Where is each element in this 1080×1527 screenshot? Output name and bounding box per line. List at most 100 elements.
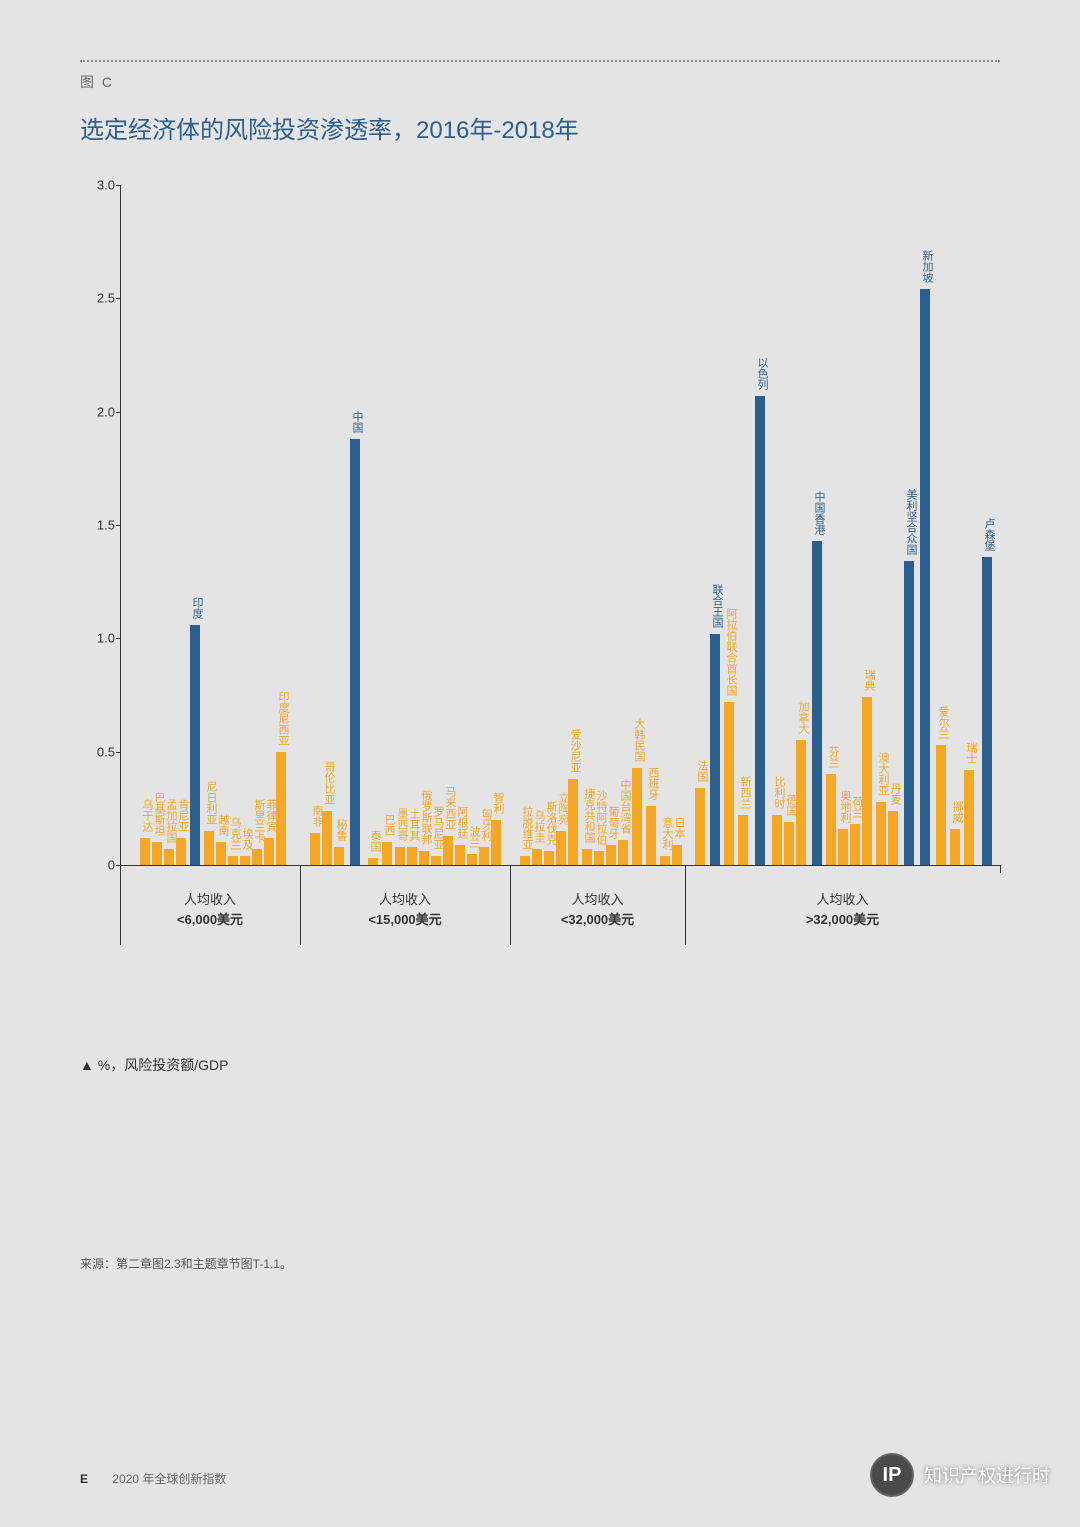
bar: [334, 847, 344, 865]
bar-label: 爱尔兰: [935, 706, 951, 739]
y-tick-mark: [116, 752, 120, 753]
chart: 乌干达巴基斯坦孟加拉国肯尼亚印度尼日利亚越南乌克兰埃及斯里兰卡菲律宾印度尼西亚南…: [80, 185, 1000, 935]
bar-label: 新加坡: [919, 250, 935, 283]
bar: [796, 740, 806, 865]
bar: [164, 849, 174, 865]
group-separator: [1000, 865, 1001, 873]
bar: [443, 836, 453, 865]
group-label: 人均收入<32,000美元: [510, 890, 685, 929]
bar: [862, 697, 872, 865]
bar: [660, 856, 670, 865]
bar: [850, 824, 860, 865]
bar: [520, 856, 530, 865]
bar-label: 卢森堡: [981, 518, 997, 551]
plot-area: 乌干达巴基斯坦孟加拉国肯尼亚印度尼日利亚越南乌克兰埃及斯里兰卡菲律宾印度尼西亚南…: [120, 185, 1000, 865]
y-tick-label: 2.0: [80, 404, 115, 419]
bar-label: 印度: [189, 597, 205, 619]
bar-label: 阿拉伯联合酋长国: [723, 608, 739, 696]
bar: [431, 856, 441, 865]
bar: [582, 849, 592, 865]
bar-label: 大韩民国: [631, 718, 647, 762]
bar-label: 肯尼亚: [175, 799, 191, 832]
footer: E 2020 年全球创新指数: [80, 1470, 226, 1487]
bar: [556, 831, 566, 865]
bar-label: 瑞士: [963, 742, 979, 764]
y-tick-label: 0: [80, 858, 115, 873]
bar: [190, 625, 200, 865]
bar: [606, 845, 616, 865]
bar: [491, 820, 501, 865]
y-tick-mark: [116, 638, 120, 639]
bar: [964, 770, 974, 865]
page-document: 图 C 选定经济体的风险投资渗透率，2016年-2018年 乌干达巴基斯坦孟加拉…: [80, 60, 1000, 1460]
bar: [532, 849, 542, 865]
bar-label: 新西兰: [737, 776, 753, 809]
bar: [888, 811, 898, 865]
bar: [594, 851, 604, 865]
bar: [455, 845, 465, 865]
group-label: 人均收入<15,000美元: [300, 890, 510, 929]
bar: [784, 822, 794, 865]
bar-label: 爱沙尼亚: [567, 729, 583, 773]
bar: [738, 815, 748, 865]
y-tick-mark: [116, 412, 120, 413]
y-tick-mark: [116, 298, 120, 299]
bar: [310, 833, 320, 865]
bar: [176, 838, 186, 865]
bar: [240, 856, 250, 865]
bar: [646, 806, 656, 865]
bar-label: 秘鲁: [333, 819, 349, 841]
bar: [407, 847, 417, 865]
footer-text: 2020 年全球创新指数: [112, 1472, 226, 1486]
bar-label: 丹麦: [887, 783, 903, 805]
bar: [936, 745, 946, 865]
x-axis: [120, 865, 1000, 866]
top-rule: [80, 60, 1000, 62]
chart-title: 选定经济体的风险投资渗透率，2016年-2018年: [80, 110, 1000, 145]
bar-label: 加拿大: [795, 701, 811, 734]
y-tick-label: 3.0: [80, 178, 115, 193]
group-label: 人均收入<6,000美元: [120, 890, 300, 929]
bar: [395, 847, 405, 865]
bar: [755, 396, 765, 865]
bar: [695, 788, 705, 865]
bar: [368, 858, 378, 865]
bar: [350, 439, 360, 865]
bar-label: 中国台湾省: [617, 779, 633, 834]
bar: [382, 842, 392, 865]
bar-label: 芬兰: [825, 746, 841, 768]
y-tick-mark: [116, 525, 120, 526]
bar: [568, 779, 578, 865]
y-tick-label: 2.5: [80, 291, 115, 306]
bar-label: 挪威: [949, 801, 965, 823]
bar: [276, 752, 286, 865]
y-tick-label: 0.5: [80, 744, 115, 759]
bar: [772, 815, 782, 865]
watermark: IP 知识产权进行时: [870, 1453, 1050, 1497]
bar: [216, 842, 226, 865]
source-note: 来源：第二章图2.3和主题章节图T-1.1。: [80, 1255, 1000, 1272]
bar: [264, 838, 274, 865]
bar: [672, 845, 682, 865]
bar-label: 瑞典: [861, 669, 877, 691]
y-tick-label: 1.5: [80, 518, 115, 533]
bar-label: 印度尼西亚: [275, 691, 291, 746]
bar-label: 西班牙: [645, 767, 661, 800]
group-label: 人均收入>32,000美元: [685, 890, 1000, 929]
bar: [252, 849, 262, 865]
bar-label: 美利坚合众国: [903, 489, 919, 555]
bar-label: 中国: [349, 411, 365, 433]
page-number: E: [80, 1472, 89, 1486]
y-tick-mark: [116, 185, 120, 186]
bar-label: 智利: [490, 792, 506, 814]
bar-label: 以色列: [754, 357, 770, 390]
group-separator: [120, 865, 121, 945]
bar: [812, 541, 822, 865]
bar: [904, 561, 914, 865]
watermark-text: 知识产权进行时: [924, 1462, 1050, 1488]
bar: [204, 831, 214, 865]
bar: [920, 289, 930, 865]
bar: [826, 774, 836, 865]
bar: [140, 838, 150, 865]
bar: [950, 829, 960, 865]
